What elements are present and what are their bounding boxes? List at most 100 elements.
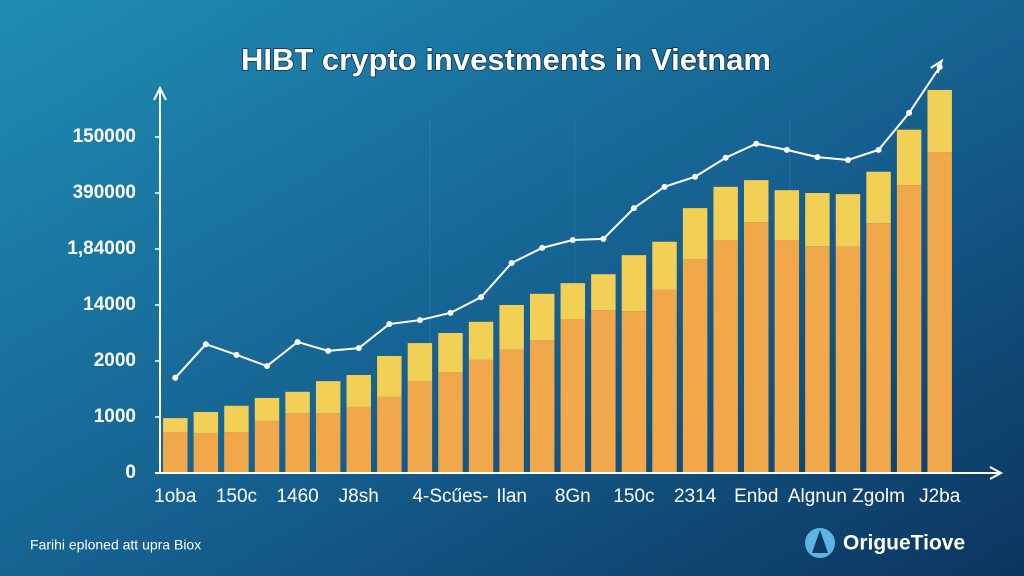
x-tick-label: Ilan	[496, 486, 527, 507]
bar-segment	[774, 240, 800, 473]
x-axis-arrow	[989, 466, 1004, 480]
bar-segment	[560, 319, 586, 473]
line-point	[753, 140, 760, 147]
bar-segment	[835, 194, 861, 247]
y-axis-arrow	[153, 85, 167, 101]
line-point	[386, 321, 393, 328]
bar-segment	[866, 171, 891, 224]
bar-segment	[927, 152, 952, 473]
bar-segment	[163, 432, 188, 473]
bar-segment	[744, 222, 769, 473]
logo-icon-shape	[812, 530, 828, 553]
line-point	[844, 156, 851, 163]
line-point	[478, 294, 485, 301]
bar-segment	[621, 311, 647, 473]
bar-segment	[744, 180, 769, 223]
bar-segment	[591, 310, 616, 473]
bar-segment	[652, 289, 677, 473]
bar-segment	[346, 406, 371, 473]
line-point	[600, 235, 607, 242]
y-tick-label: 390000	[73, 182, 136, 203]
x-tick-label: J2ba	[919, 486, 961, 507]
line-point	[355, 345, 362, 352]
bar-segment	[621, 255, 647, 312]
bar-segment	[499, 349, 524, 473]
x-tick-label: Zgolm	[852, 486, 905, 507]
bar-segment	[866, 223, 891, 473]
line-arrowhead	[930, 58, 944, 74]
bar-segment	[896, 185, 922, 473]
bar-segment	[407, 343, 433, 382]
line-point	[233, 351, 240, 358]
bar-segment	[315, 413, 341, 473]
logo-text: OrigueTiove	[843, 532, 965, 555]
x-tick-label: Enbd	[734, 486, 778, 507]
bar-segment	[377, 396, 402, 473]
bar-segment	[774, 190, 800, 241]
bar-segment	[468, 359, 494, 473]
bar-segment	[682, 259, 708, 473]
bar-segment	[560, 283, 586, 319]
x-tick-label: 4-Scűes-	[412, 486, 488, 507]
x-tick-label: 150c	[613, 486, 654, 507]
line-point	[294, 338, 301, 345]
bar-segment	[529, 293, 555, 341]
bar-segment	[224, 432, 249, 473]
y-tick-label: 1000	[94, 406, 136, 427]
line-point	[325, 347, 332, 354]
x-tick-label: 1oba	[154, 486, 197, 507]
bar-segment	[805, 246, 830, 473]
bar-segment	[713, 186, 738, 241]
x-tick-label: Algnun	[788, 486, 847, 507]
plot-area: 0 1000 2000 14000 1,84000 390000 150000 1oba 150…	[67, 58, 961, 507]
x-tick-label: 1460	[276, 486, 318, 507]
x-tick-label: 8Gn	[555, 486, 591, 507]
trend-line	[174, 66, 941, 379]
line-point	[172, 374, 179, 381]
bar-segment	[285, 391, 310, 414]
line-point	[630, 205, 637, 212]
x-tick-label: J8sh	[339, 486, 379, 507]
bar-segment	[438, 372, 463, 473]
line-point	[661, 183, 668, 190]
line-point	[906, 109, 913, 116]
bar-segment	[529, 340, 555, 473]
line-point	[416, 317, 423, 324]
line-point	[569, 237, 576, 244]
x-tick-label: 2314	[674, 486, 717, 507]
line-point	[692, 173, 699, 180]
y-tick-label: 1,84000	[67, 238, 136, 259]
bar-segment	[315, 381, 341, 414]
chart-title: HIBT crypto investments in Vietnam	[241, 42, 771, 77]
line-point	[722, 154, 729, 161]
y-tick-label: 150000	[73, 126, 136, 147]
line-point	[783, 146, 790, 153]
bar-segment	[163, 418, 188, 433]
bar-segment	[407, 381, 433, 473]
logo: OrigueTiove	[805, 528, 965, 558]
bar-segment	[254, 420, 280, 473]
bar-segment	[591, 274, 616, 311]
bar-segment	[896, 129, 922, 186]
y-tick-label: 2000	[94, 350, 136, 371]
line-point	[875, 146, 882, 153]
line-point	[814, 154, 821, 161]
bar-segment	[927, 89, 952, 153]
bar-segment	[652, 241, 677, 290]
bar-segment	[254, 397, 280, 421]
bar-segment	[193, 411, 219, 434]
bar-segment	[468, 321, 494, 360]
bar-segment	[193, 433, 219, 473]
bar-segment	[285, 413, 310, 473]
bar-segment	[377, 355, 402, 397]
bar-segment	[835, 246, 861, 473]
bar-segment	[805, 193, 830, 247]
bar-segment	[682, 208, 708, 260]
y-tick-label: 14000	[83, 294, 136, 315]
y-tick-label: 0	[125, 462, 136, 483]
bar-segment	[499, 305, 524, 350]
line-point	[264, 363, 271, 370]
x-tick-label: 150c	[216, 486, 257, 507]
